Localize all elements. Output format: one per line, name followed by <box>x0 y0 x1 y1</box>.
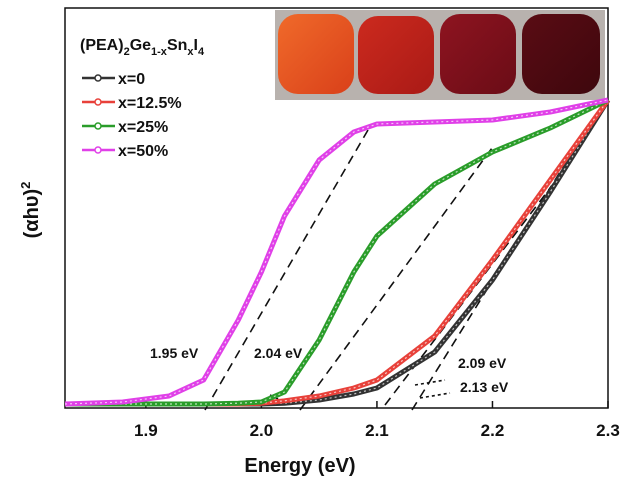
x-tick-label: 1.9 <box>134 421 158 440</box>
annotation: 2.13 eV <box>460 379 509 395</box>
inset-photos <box>275 10 605 100</box>
y-label-part: (αhυ) <box>21 189 43 238</box>
x-tick-label: 2.0 <box>250 421 274 440</box>
legend-title-part: Ge <box>130 37 151 54</box>
legend-label: x=50% <box>118 143 168 160</box>
x-tick-label: 2.2 <box>481 421 505 440</box>
legend-title-part: 1-x <box>151 46 168 58</box>
y-axis-label: (αhυ)2 <box>18 182 43 239</box>
annotation: 2.09 eV <box>458 355 507 371</box>
annotation: 2.04 eV <box>254 345 303 361</box>
legend-marker <box>95 99 101 105</box>
chart: Energy (eV) (αhυ)2 (PEA)2Ge1-xSnxI4 1.9 2… <box>0 0 622 483</box>
legend-title-part: 4 <box>198 46 205 58</box>
x-tick-label: 2.3 <box>596 421 620 440</box>
legend-marker <box>95 147 101 153</box>
legend-label: x=25% <box>118 119 168 136</box>
x-tick-label: 2.1 <box>365 421 389 440</box>
y-label-part: 2 <box>18 182 33 189</box>
legend-label: x=0 <box>118 71 145 88</box>
legend-title-part: (PEA) <box>80 37 124 54</box>
legend-marker <box>95 123 101 129</box>
annotation: 1.95 eV <box>150 345 199 361</box>
x-axis-label: Energy (eV) <box>244 455 355 477</box>
legend-label: x=12.5% <box>118 95 182 112</box>
legend-title-part: Sn <box>167 37 187 54</box>
legend-marker <box>95 75 101 81</box>
legend-title: (PEA)2Ge1-xSnxI4 <box>80 37 205 58</box>
